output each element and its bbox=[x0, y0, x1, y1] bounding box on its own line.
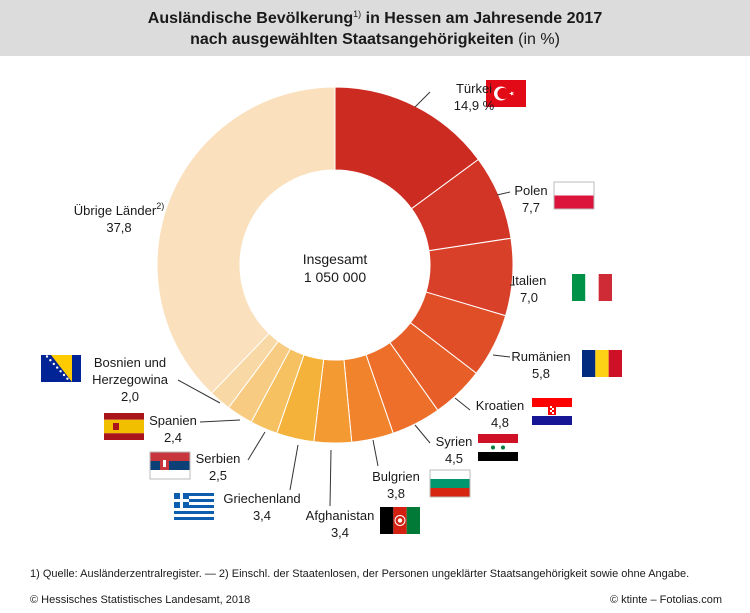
leader-line-türkei bbox=[414, 91, 431, 108]
category-label: Bosnien und Herzegowina bbox=[92, 355, 168, 387]
data-label-türkei: Türkei 14,9 % bbox=[438, 80, 510, 114]
slice-übrige-länder bbox=[156, 86, 336, 394]
center-total-caption: Insgesamt bbox=[302, 251, 368, 267]
value-label: 3,4 bbox=[252, 508, 272, 523]
greece-flag-icon bbox=[174, 493, 214, 520]
italy-flag-icon bbox=[572, 274, 612, 301]
leader-line-griechenland bbox=[289, 444, 299, 491]
title-band: Ausländische Bevölkerung1) in Hessen am … bbox=[0, 0, 750, 56]
category-label: Übrige Länder2) bbox=[73, 201, 165, 218]
leader-line-syrien bbox=[414, 424, 431, 444]
value-label: 2,4 bbox=[163, 430, 183, 445]
data-label-afghanistan: Afghanistan 3,4 bbox=[304, 507, 376, 541]
data-label-spanien: Spanien 2,4 bbox=[148, 412, 198, 446]
data-label-syrien: Syrien 4,5 bbox=[430, 433, 478, 467]
category-label: Rumänien bbox=[511, 349, 571, 364]
data-label-bulgrien: Bulgrien 3,8 bbox=[368, 468, 424, 502]
afghanistan-flag-icon bbox=[380, 507, 420, 534]
category-label: Polen bbox=[514, 183, 548, 198]
category-label: Afghanistan bbox=[305, 508, 375, 523]
data-label-rumänien: Rumänien 5,8 bbox=[505, 348, 577, 382]
category-label: Syrien bbox=[435, 434, 473, 449]
category-label: Türkei bbox=[455, 81, 493, 96]
footnote: 1) Quelle: Ausländerzentralregister. — 2… bbox=[30, 568, 690, 580]
value-label: 3,4 bbox=[330, 525, 350, 540]
leader-line-serbien bbox=[247, 431, 266, 461]
credit-right: © ktinte – Fotolias.com bbox=[609, 594, 722, 606]
data-label-italien: Italien 7,0 bbox=[505, 272, 553, 306]
value-label: 37,8 bbox=[106, 220, 132, 235]
credit-left: © Hessisches Statistisches Landesamt, 20… bbox=[30, 594, 251, 606]
value-label: 3,8 bbox=[386, 486, 406, 501]
romania-flag-icon bbox=[582, 350, 622, 377]
category-label: Bulgrien bbox=[372, 469, 420, 484]
value-label: 7,0 bbox=[519, 290, 539, 305]
bosnia-flag-icon bbox=[41, 355, 81, 382]
value-label: 7,7 bbox=[521, 200, 541, 215]
category-label: Spanien bbox=[149, 413, 197, 428]
leader-line-rumänien bbox=[492, 354, 511, 358]
center-total-value: 1 050 000 bbox=[303, 269, 367, 285]
value-label: 4,5 bbox=[444, 451, 464, 466]
turkey-flag-icon bbox=[486, 80, 526, 107]
data-label-polen: Polen 7,7 bbox=[508, 182, 554, 216]
leader-line-afghanistan bbox=[329, 449, 332, 507]
data-label-serbien: Serbien 2,5 bbox=[194, 450, 242, 484]
croatia-flag-icon bbox=[532, 398, 572, 425]
bulgaria-flag-icon bbox=[429, 469, 471, 498]
chart-title-line2: nach ausgewählten Staatsangehörigkeiten … bbox=[190, 31, 560, 48]
category-label: Serbien bbox=[195, 451, 241, 466]
leader-line-polen bbox=[496, 191, 511, 196]
spain-flag-icon bbox=[104, 413, 144, 440]
data-label-griechenland: Griechenland 3,4 bbox=[220, 490, 304, 524]
category-label: Italien bbox=[511, 273, 547, 288]
value-label: 2,5 bbox=[208, 468, 228, 483]
value-label: 5,8 bbox=[531, 366, 551, 381]
leader-line-spanien bbox=[199, 419, 241, 423]
data-label-bosnien-und-herzegowina: Bosnien und Herzegowina 2,0 bbox=[82, 354, 178, 405]
category-label: Kroatien bbox=[475, 398, 525, 413]
syria-flag-icon bbox=[478, 434, 518, 461]
category-label: Griechenland bbox=[223, 491, 301, 506]
value-label: 4,8 bbox=[490, 415, 510, 430]
poland-flag-icon bbox=[553, 181, 595, 210]
leader-line-kroatien bbox=[454, 397, 471, 411]
data-label-kroatien: Kroatien 4,8 bbox=[470, 397, 530, 431]
center-total-label: Insgesamt 1 050 000 bbox=[275, 250, 395, 286]
chart-title-line1: Ausländische Bevölkerung1) in Hessen am … bbox=[147, 9, 603, 27]
leader-line-bosnien-und-herzegowina bbox=[177, 379, 221, 404]
leader-line-bulgrien bbox=[372, 439, 379, 467]
data-label-übrige-länder: Übrige Länder2) 37,8 bbox=[64, 198, 174, 236]
value-label: 2,0 bbox=[120, 389, 140, 404]
serbia-flag-icon bbox=[149, 451, 191, 480]
value-label: 14,9 % bbox=[453, 98, 495, 113]
